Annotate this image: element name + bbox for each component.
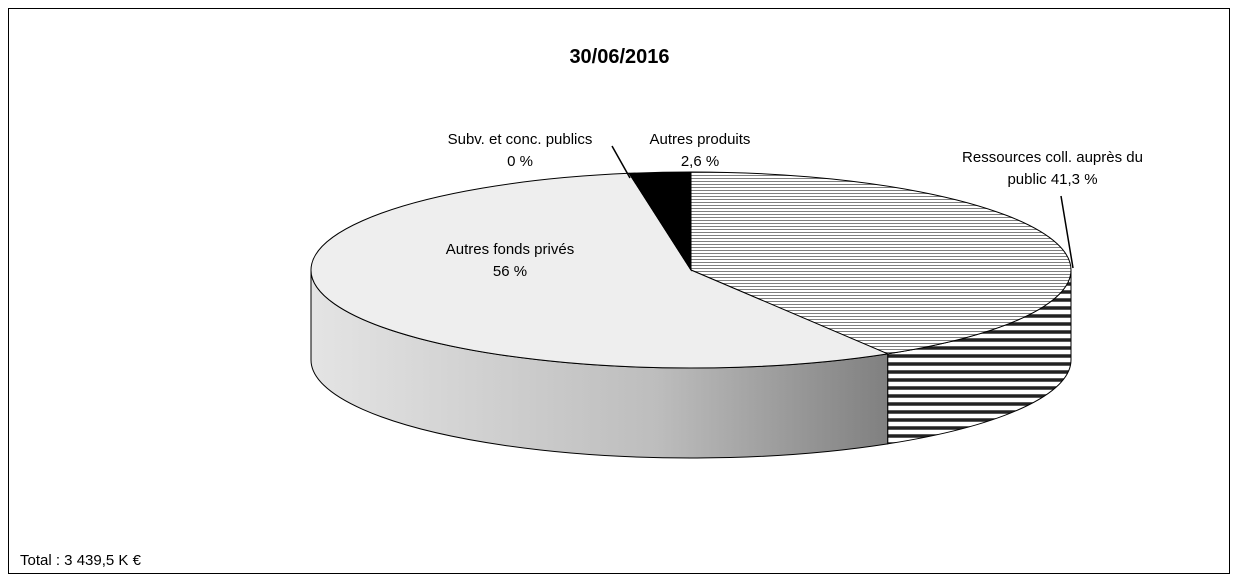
slice (690, 171, 1072, 355)
total-annotation: Total : 3 439,5 K € (20, 552, 141, 569)
slice-label: Autres fonds privés 56 % (400, 239, 620, 283)
leader-line (611, 145, 631, 179)
chart-title: 30/06/2016 (569, 46, 670, 68)
slice (628, 171, 692, 272)
slice-value-label: 56 % (492, 263, 528, 280)
slice (310, 172, 890, 369)
slice-name: Ressources coll. auprès du public (962, 149, 1143, 188)
slice-label: Subv. et conc. publics 0 % (410, 129, 630, 173)
slice-label: Ressources coll. auprès du public 41,3 % (950, 147, 1155, 191)
slice-value-label: 2,6 % (680, 153, 720, 170)
slice-label: Autres produits 2,6 % (620, 129, 780, 173)
chart-frame (8, 8, 1230, 574)
slice-name: Autres produits (649, 131, 751, 148)
slice-name: Autres fonds privés (445, 241, 575, 258)
slice-name: Subv. et conc. publics (447, 131, 593, 148)
slice-value-label: 41,3 % (1050, 171, 1098, 188)
slice-value-label: 0 % (507, 153, 533, 170)
leader-line (1060, 195, 1074, 269)
